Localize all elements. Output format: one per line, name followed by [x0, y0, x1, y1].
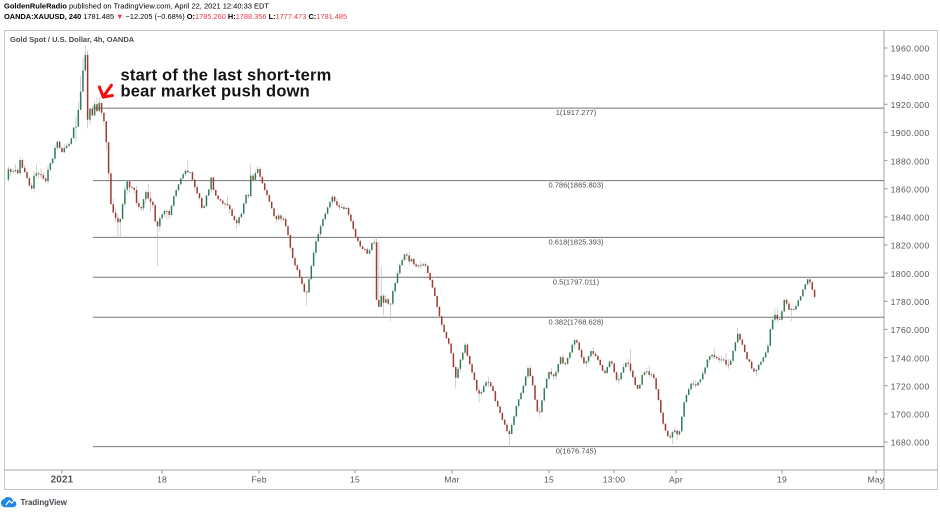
svg-text:1680.000: 1680.000 [891, 438, 930, 448]
svg-text:1960.000: 1960.000 [891, 44, 930, 54]
svg-text:0.618(1825.393): 0.618(1825.393) [548, 237, 604, 246]
svg-text:1940.000: 1940.000 [891, 72, 930, 82]
svg-text:15: 15 [544, 475, 554, 485]
svg-text:1780.000: 1780.000 [891, 297, 930, 307]
svg-text:1700.000: 1700.000 [891, 410, 930, 420]
svg-text:Apr: Apr [669, 475, 683, 485]
svg-text:2021: 2021 [51, 475, 74, 486]
svg-text:1(1917.277): 1(1917.277) [556, 108, 597, 117]
svg-text:18: 18 [157, 475, 167, 485]
svg-text:OANDA:XAUUSD, 240 1781.485 ▼ −: OANDA:XAUUSD, 240 1781.485 ▼ −12.205 (−0… [4, 12, 347, 21]
svg-text:1860.000: 1860.000 [891, 184, 930, 194]
svg-text:0.5(1797.011): 0.5(1797.011) [553, 277, 600, 286]
svg-text:1820.000: 1820.000 [891, 241, 930, 251]
svg-text:0.382(1768.628): 0.382(1768.628) [548, 317, 604, 326]
svg-text:0.786(1865.803): 0.786(1865.803) [548, 181, 604, 190]
svg-text:1740.000: 1740.000 [891, 353, 930, 363]
svg-text:TradingView: TradingView [21, 498, 68, 507]
svg-text:1840.000: 1840.000 [891, 213, 930, 223]
svg-text:GoldenRuleRadio published on T: GoldenRuleRadio published on TradingView… [4, 1, 269, 10]
svg-text:May: May [868, 475, 885, 485]
svg-text:Feb: Feb [251, 475, 266, 485]
svg-text:1760.000: 1760.000 [891, 325, 930, 335]
svg-text:Mar: Mar [444, 475, 459, 485]
svg-text:1880.000: 1880.000 [891, 156, 930, 166]
svg-text:bear market push down: bear market push down [121, 82, 310, 100]
svg-text:0(1676.745): 0(1676.745) [556, 447, 597, 456]
svg-text:Gold Spot / U.S. Dollar, 4h, O: Gold Spot / U.S. Dollar, 4h, OANDA [10, 35, 135, 44]
svg-text:19: 19 [777, 475, 787, 485]
svg-text:15: 15 [350, 475, 360, 485]
svg-text:1720.000: 1720.000 [891, 381, 930, 391]
svg-text:1900.000: 1900.000 [891, 128, 930, 138]
svg-text:1920.000: 1920.000 [891, 100, 930, 110]
svg-text:1800.000: 1800.000 [891, 269, 930, 279]
svg-text:13:00: 13:00 [603, 475, 626, 485]
svg-text:start of the last short-term: start of the last short-term [121, 66, 332, 84]
